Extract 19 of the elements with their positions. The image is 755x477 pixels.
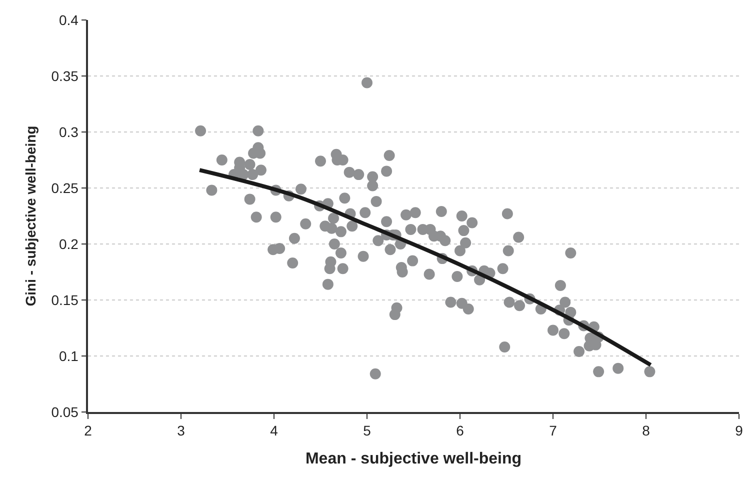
y-tick-label: 0.15: [51, 292, 79, 308]
x-tick-label: 4: [270, 422, 278, 439]
x-tick-label: 2: [84, 422, 92, 439]
y-axis-title: Gini - subjective well-being: [22, 126, 38, 306]
y-tick-label: 0.4: [58, 12, 79, 28]
line-series: [198, 168, 653, 367]
x-tick-label: 8: [642, 422, 650, 439]
x-tick-label: 5: [363, 422, 372, 439]
y-tick-label: 0.35: [51, 68, 79, 84]
x-tick-label: 3: [177, 422, 186, 439]
y-tick-label: 0.25: [51, 180, 79, 196]
y-tick-label: 0.05: [51, 404, 79, 420]
x-tick-label: 6: [456, 422, 464, 439]
y-tick-label: 0.1: [58, 348, 79, 364]
y-tick-label: 0.2: [58, 236, 79, 252]
x-tick-label: 7: [549, 422, 558, 439]
x-tick-label: 9: [735, 422, 744, 439]
x-axis-title: Mean - subjective well-being: [305, 450, 522, 468]
y-tick-label: 0.3: [58, 124, 79, 140]
